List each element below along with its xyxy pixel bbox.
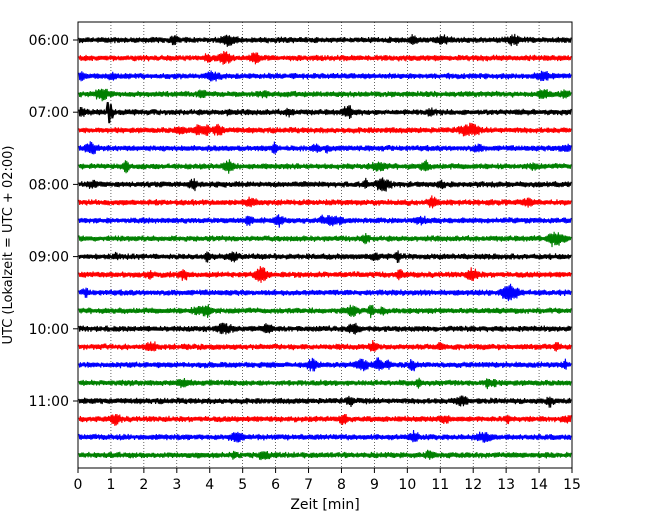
seismic-trace — [78, 195, 572, 209]
x-tick-label: 12 — [464, 477, 482, 493]
y-tick-label: 09:00 — [29, 250, 69, 266]
x-tick-label: 9 — [370, 477, 379, 493]
x-tick-label: 7 — [304, 477, 313, 493]
x-tick-label: 14 — [530, 477, 548, 493]
plot-frame — [77, 21, 573, 469]
seismic-trace — [78, 70, 572, 82]
y-tick-label: 11:00 — [29, 394, 69, 410]
x-tick-label: 1 — [106, 477, 115, 493]
x-tick-label: 15 — [563, 477, 581, 493]
seismic-trace — [78, 449, 572, 461]
seismic-trace — [78, 231, 572, 248]
seismic-trace — [78, 250, 572, 263]
seismic-trace — [78, 105, 572, 119]
x-tick-label: 2 — [139, 477, 148, 493]
x-tick-label: 5 — [238, 477, 247, 493]
seismic-trace — [78, 340, 572, 352]
y-tick-label: 06:00 — [29, 33, 69, 49]
seismic-trace — [78, 51, 572, 65]
y-tick-label: 10:00 — [29, 322, 69, 338]
seismic-trace — [78, 304, 572, 319]
y-tick-label: 07:00 — [29, 105, 69, 121]
seismic-trace — [78, 33, 572, 47]
y-tick-label: 08:00 — [29, 177, 69, 193]
seismic-trace — [78, 122, 572, 137]
x-tick-label: 6 — [271, 477, 280, 493]
seismic-trace — [78, 322, 572, 335]
x-tick-label: 10 — [398, 477, 416, 493]
seismic-trace — [78, 357, 572, 372]
seismic-trace — [78, 395, 572, 408]
seismic-trace — [78, 141, 572, 155]
x-tick-label: 13 — [497, 477, 515, 493]
seismic-trace — [78, 266, 572, 283]
seismic-trace — [78, 283, 572, 302]
seismic-trace — [78, 159, 572, 174]
seismic-trace — [78, 377, 572, 390]
seismic-trace — [78, 214, 572, 228]
y-axis: 06:00 07:00 08:00 09:00 10:00 11:00 — [29, 33, 78, 410]
x-axis: 0 1 2 3 4 5 6 7 8 9 10 11 12 13 14 15 — [74, 468, 581, 493]
seismic-trace — [78, 430, 572, 443]
seismic-trace — [78, 88, 572, 102]
y-axis-label: UTC (Lokalzeit = UTC + 02:00) — [1, 146, 16, 345]
x-tick-label: 3 — [172, 477, 181, 493]
x-tick-label: 4 — [205, 477, 214, 493]
x-tick-label: 8 — [337, 477, 346, 493]
x-tick-label: 11 — [431, 477, 449, 493]
x-axis-label: Zeit [min] — [290, 497, 359, 513]
event-spike — [105, 102, 115, 124]
seismic-trace — [78, 177, 572, 192]
x-tick-label: 0 — [74, 477, 83, 493]
seismic-trace — [78, 413, 572, 426]
trace-layer — [78, 33, 572, 461]
grid-layer — [110, 22, 540, 468]
